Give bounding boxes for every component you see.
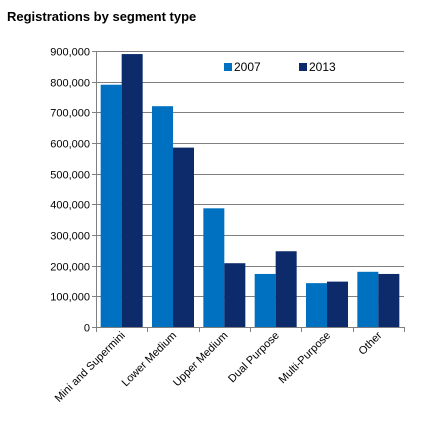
bar-2007 [306,283,327,327]
y-tick-label: 400,000 [50,200,90,212]
legend-swatch-2007 [224,63,232,71]
legend-label-2007: 2007 [234,60,261,74]
x-tick-label: Mini and Supermini [53,330,128,405]
x-tick-label: Dual Purpose [226,330,282,386]
legend-label-2013: 2013 [309,60,336,74]
chart-title: Registrations by segment type [7,9,197,24]
bar-2013 [327,281,348,327]
y-tick-label: 600,000 [50,139,90,151]
y-tick-label: 800,000 [50,78,90,90]
legend-swatch-2013 [299,63,307,71]
y-tick-label: 200,000 [50,262,90,274]
y-tick-label: 100,000 [50,292,90,304]
bar-2013 [378,273,400,327]
x-tick-label: Other [357,329,385,357]
y-tick-label: 900,000 [50,47,90,59]
bar-2013 [275,251,297,327]
y-tick-label: 700,000 [50,108,90,120]
bar-2013 [121,54,143,328]
x-tick-label: Multi-Purpose [277,330,333,386]
bar-2007 [254,273,276,327]
bar-2013 [224,263,246,327]
bar-2007 [357,271,379,327]
bar-2007 [100,84,122,327]
bar-2007 [203,208,225,327]
y-tick-label: 0 [84,323,90,335]
bar-2007 [152,106,173,327]
x-tick-label: Upper Medium [171,330,230,389]
bar-2013 [173,147,194,327]
y-tick-label: 300,000 [50,231,90,243]
y-tick-label: 500,000 [50,170,90,182]
